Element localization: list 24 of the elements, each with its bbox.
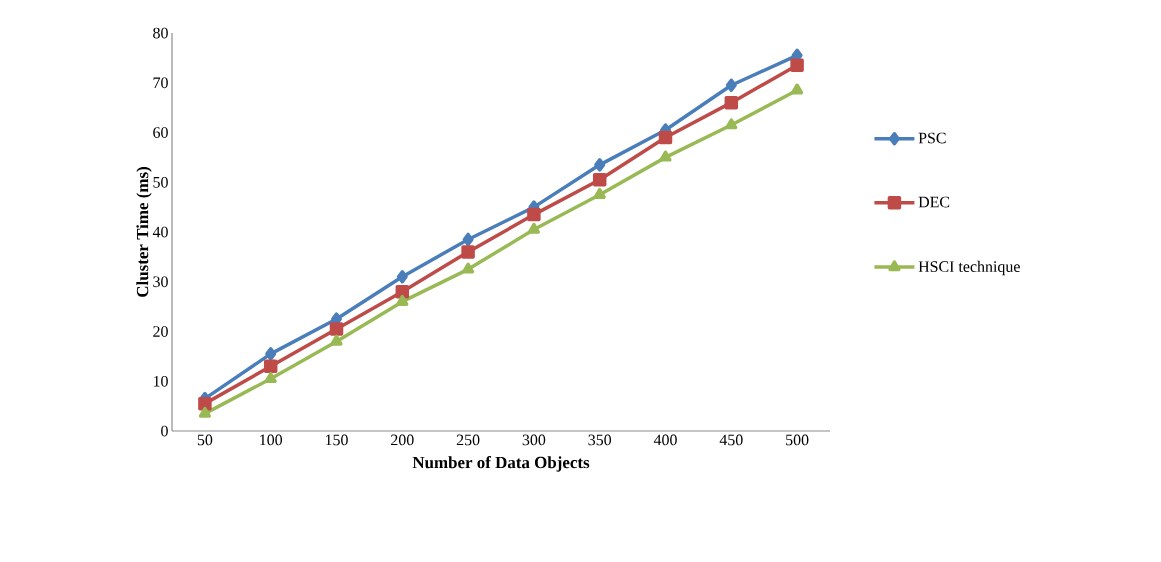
y-tick-label: 50 bbox=[153, 176, 168, 188]
x-tick-label: 50 bbox=[197, 434, 213, 446]
y-tick-label: 60 bbox=[153, 127, 168, 138]
x-tick-label: 100 bbox=[260, 434, 283, 446]
x-tick-label: 350 bbox=[588, 434, 612, 446]
x-tick-label: 150 bbox=[325, 434, 348, 446]
y-tick-label: 30 bbox=[153, 276, 168, 288]
y-tick-label: 40 bbox=[152, 226, 168, 238]
x-tick-label: 300 bbox=[522, 434, 546, 446]
legend-label: DEC bbox=[918, 196, 950, 208]
x-tick-label: 400 bbox=[653, 434, 677, 446]
x-axis-title: Number of Data Objects bbox=[412, 456, 590, 472]
y-tick-label: 0 bbox=[161, 425, 168, 437]
x-tick-label: 200 bbox=[391, 434, 414, 446]
legend-label: PSC bbox=[918, 132, 946, 144]
legend-label: HSCI technique bbox=[918, 260, 1020, 276]
y-tick-label: 10 bbox=[153, 375, 168, 387]
y-tick-label: 80 bbox=[153, 27, 168, 39]
x-tick-label: 250 bbox=[456, 434, 480, 446]
x-tick-label: 500 bbox=[786, 434, 809, 446]
y-tick-label: 70 bbox=[153, 77, 168, 89]
x-tick-label: 450 bbox=[719, 434, 743, 446]
y-axis-title: Cluster Time (ms) bbox=[136, 167, 152, 297]
y-tick-label: 20 bbox=[153, 326, 168, 337]
